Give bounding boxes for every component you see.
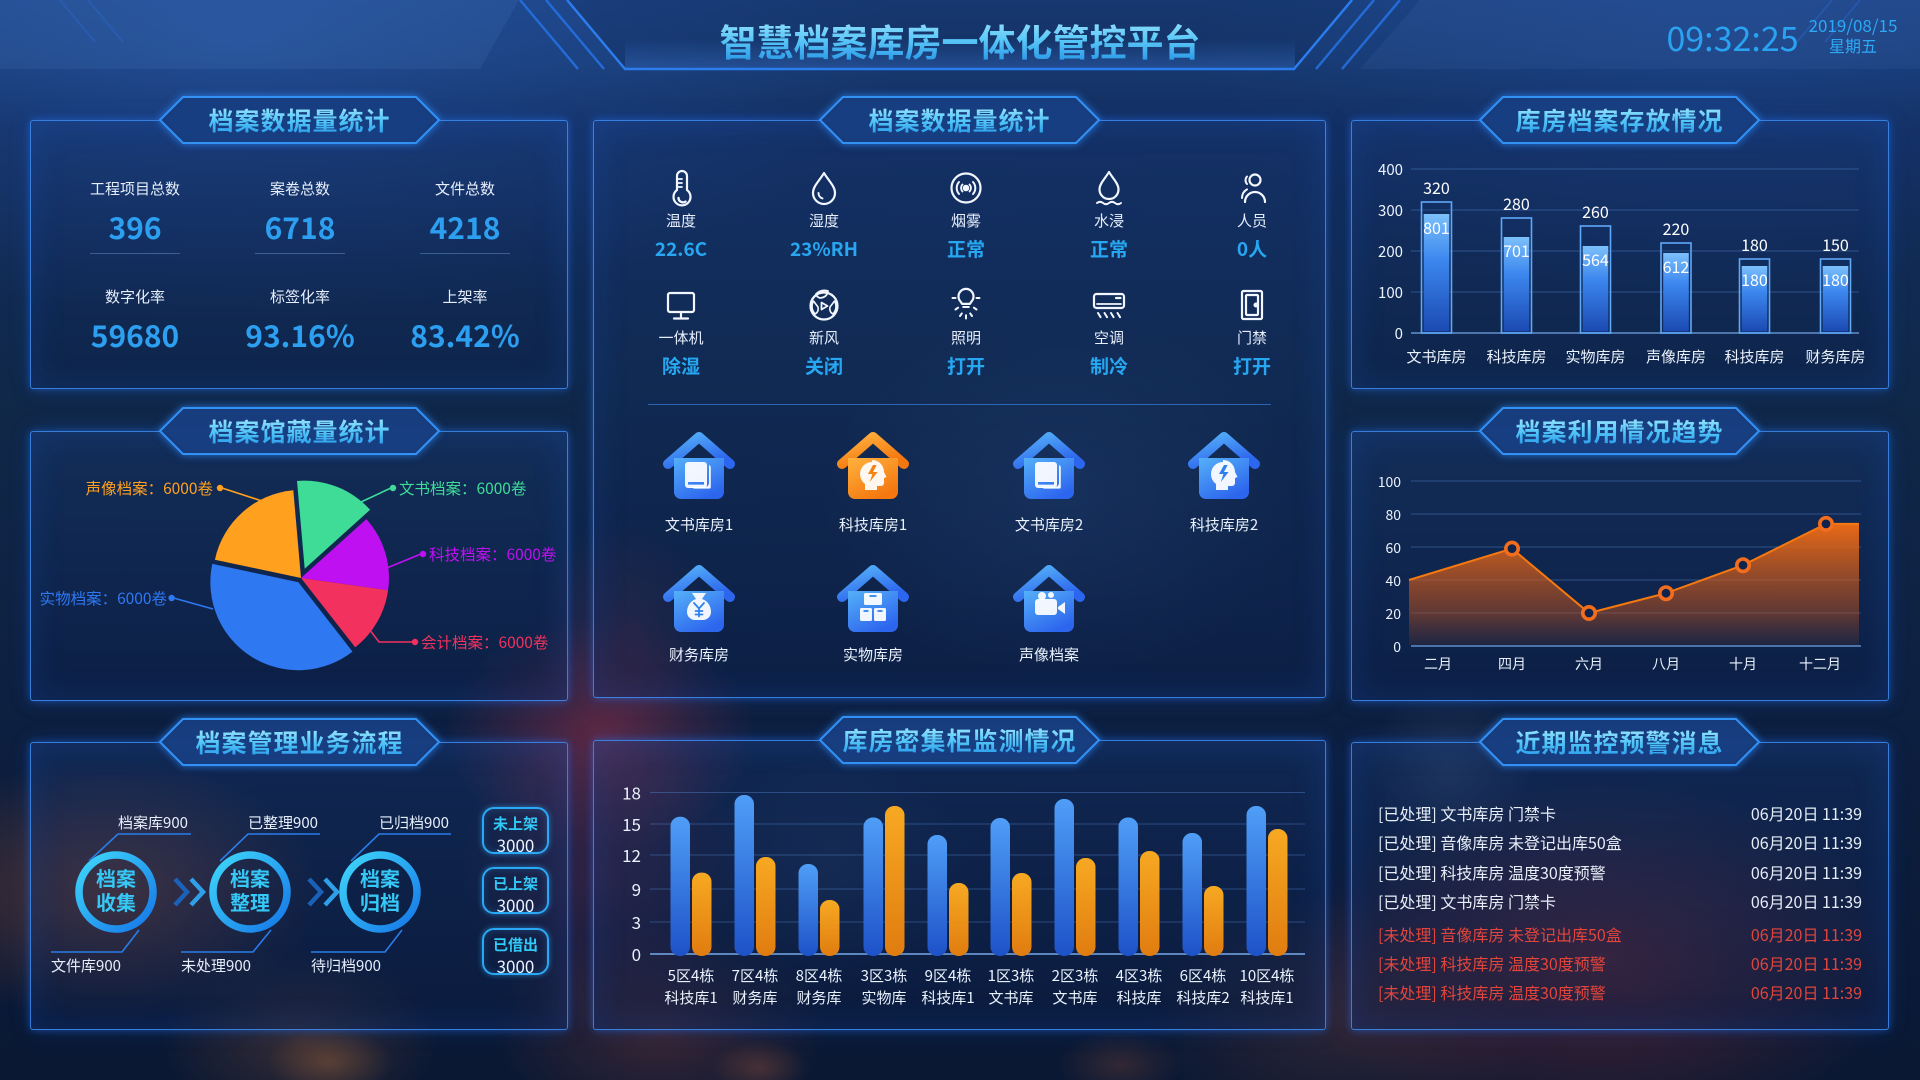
svg-text:300: 300 xyxy=(1378,200,1403,221)
svg-text:文书库: 文书库 xyxy=(1052,987,1097,1008)
svg-text:220: 220 xyxy=(1663,216,1690,240)
svg-text:声像档案：6000卷: 声像档案：6000卷 xyxy=(86,477,214,499)
svg-text:701: 701 xyxy=(1503,238,1530,262)
svg-text:2区3栋: 2区3栋 xyxy=(1052,965,1099,986)
svg-text:会计档案：6000卷: 会计档案：6000卷 xyxy=(421,631,549,653)
svg-text:文书库: 文书库 xyxy=(988,987,1033,1008)
svg-text:实物档案：6000卷: 实物档案：6000卷 xyxy=(40,587,168,609)
svg-text:180: 180 xyxy=(1741,267,1768,291)
svg-text:财务库: 财务库 xyxy=(732,987,777,1008)
svg-text:564: 564 xyxy=(1582,247,1609,271)
svg-text:0: 0 xyxy=(632,941,641,966)
svg-text:实物库: 实物库 xyxy=(861,987,906,1008)
svg-text:3区3栋: 3区3栋 xyxy=(861,965,908,986)
svg-text:18: 18 xyxy=(622,780,641,805)
svg-text:6区4栋: 6区4栋 xyxy=(1180,965,1227,986)
svg-text:科技库: 科技库 xyxy=(1116,987,1161,1008)
svg-text:文书库房: 文书库房 xyxy=(1406,346,1466,367)
svg-text:4区3栋: 4区3栋 xyxy=(1116,965,1163,986)
svg-text:12: 12 xyxy=(622,842,641,867)
svg-text:声像库房: 声像库房 xyxy=(1646,346,1706,367)
svg-text:60: 60 xyxy=(1385,538,1401,558)
svg-text:260: 260 xyxy=(1582,199,1609,223)
svg-text:5区4栋: 5区4栋 xyxy=(668,965,715,986)
svg-text:六月: 六月 xyxy=(1575,654,1603,674)
svg-text:科技库房: 科技库房 xyxy=(1486,346,1546,367)
svg-text:200: 200 xyxy=(1378,241,1403,262)
svg-text:40: 40 xyxy=(1385,571,1401,591)
svg-text:科技库1: 科技库1 xyxy=(1240,987,1293,1008)
svg-text:科技档案：6000卷: 科技档案：6000卷 xyxy=(429,543,557,565)
svg-text:科技库1: 科技库1 xyxy=(664,987,717,1008)
svg-text:150: 150 xyxy=(1822,232,1849,256)
svg-text:9区4栋: 9区4栋 xyxy=(925,965,972,986)
svg-text:400: 400 xyxy=(1378,159,1403,180)
svg-text:100: 100 xyxy=(1378,282,1403,303)
svg-text:二月: 二月 xyxy=(1424,654,1452,674)
svg-text:612: 612 xyxy=(1663,254,1690,278)
svg-text:180: 180 xyxy=(1741,232,1768,256)
svg-text:1区3栋: 1区3栋 xyxy=(988,965,1035,986)
svg-text:280: 280 xyxy=(1503,191,1530,215)
svg-text:四月: 四月 xyxy=(1498,654,1526,674)
svg-text:801: 801 xyxy=(1423,215,1450,239)
svg-text:文书档案：6000卷: 文书档案：6000卷 xyxy=(399,477,527,499)
svg-text:3: 3 xyxy=(632,909,641,934)
svg-text:财务库房: 财务库房 xyxy=(1805,346,1865,367)
svg-text:科技库2: 科技库2 xyxy=(1176,987,1229,1008)
svg-text:180: 180 xyxy=(1822,267,1849,291)
svg-text:10区4栋: 10区4栋 xyxy=(1240,965,1295,986)
svg-text:320: 320 xyxy=(1423,175,1450,199)
svg-text:科技库房: 科技库房 xyxy=(1724,346,1784,367)
svg-text:80: 80 xyxy=(1385,505,1401,525)
svg-text:15: 15 xyxy=(622,811,641,836)
svg-text:7区4栋: 7区4栋 xyxy=(732,965,779,986)
svg-text:9: 9 xyxy=(632,876,641,901)
svg-text:实物库房: 实物库房 xyxy=(1565,346,1625,367)
svg-text:0: 0 xyxy=(1395,323,1403,344)
svg-text:财务库: 财务库 xyxy=(796,987,841,1008)
svg-text:8区4栋: 8区4栋 xyxy=(796,965,843,986)
svg-text:100: 100 xyxy=(1378,472,1402,492)
svg-text:十二月: 十二月 xyxy=(1799,654,1841,674)
svg-text:科技库1: 科技库1 xyxy=(921,987,974,1008)
svg-text:八月: 八月 xyxy=(1652,654,1680,674)
svg-text:0: 0 xyxy=(1393,637,1401,657)
svg-text:20: 20 xyxy=(1385,604,1401,624)
svg-text:十月: 十月 xyxy=(1729,654,1757,674)
